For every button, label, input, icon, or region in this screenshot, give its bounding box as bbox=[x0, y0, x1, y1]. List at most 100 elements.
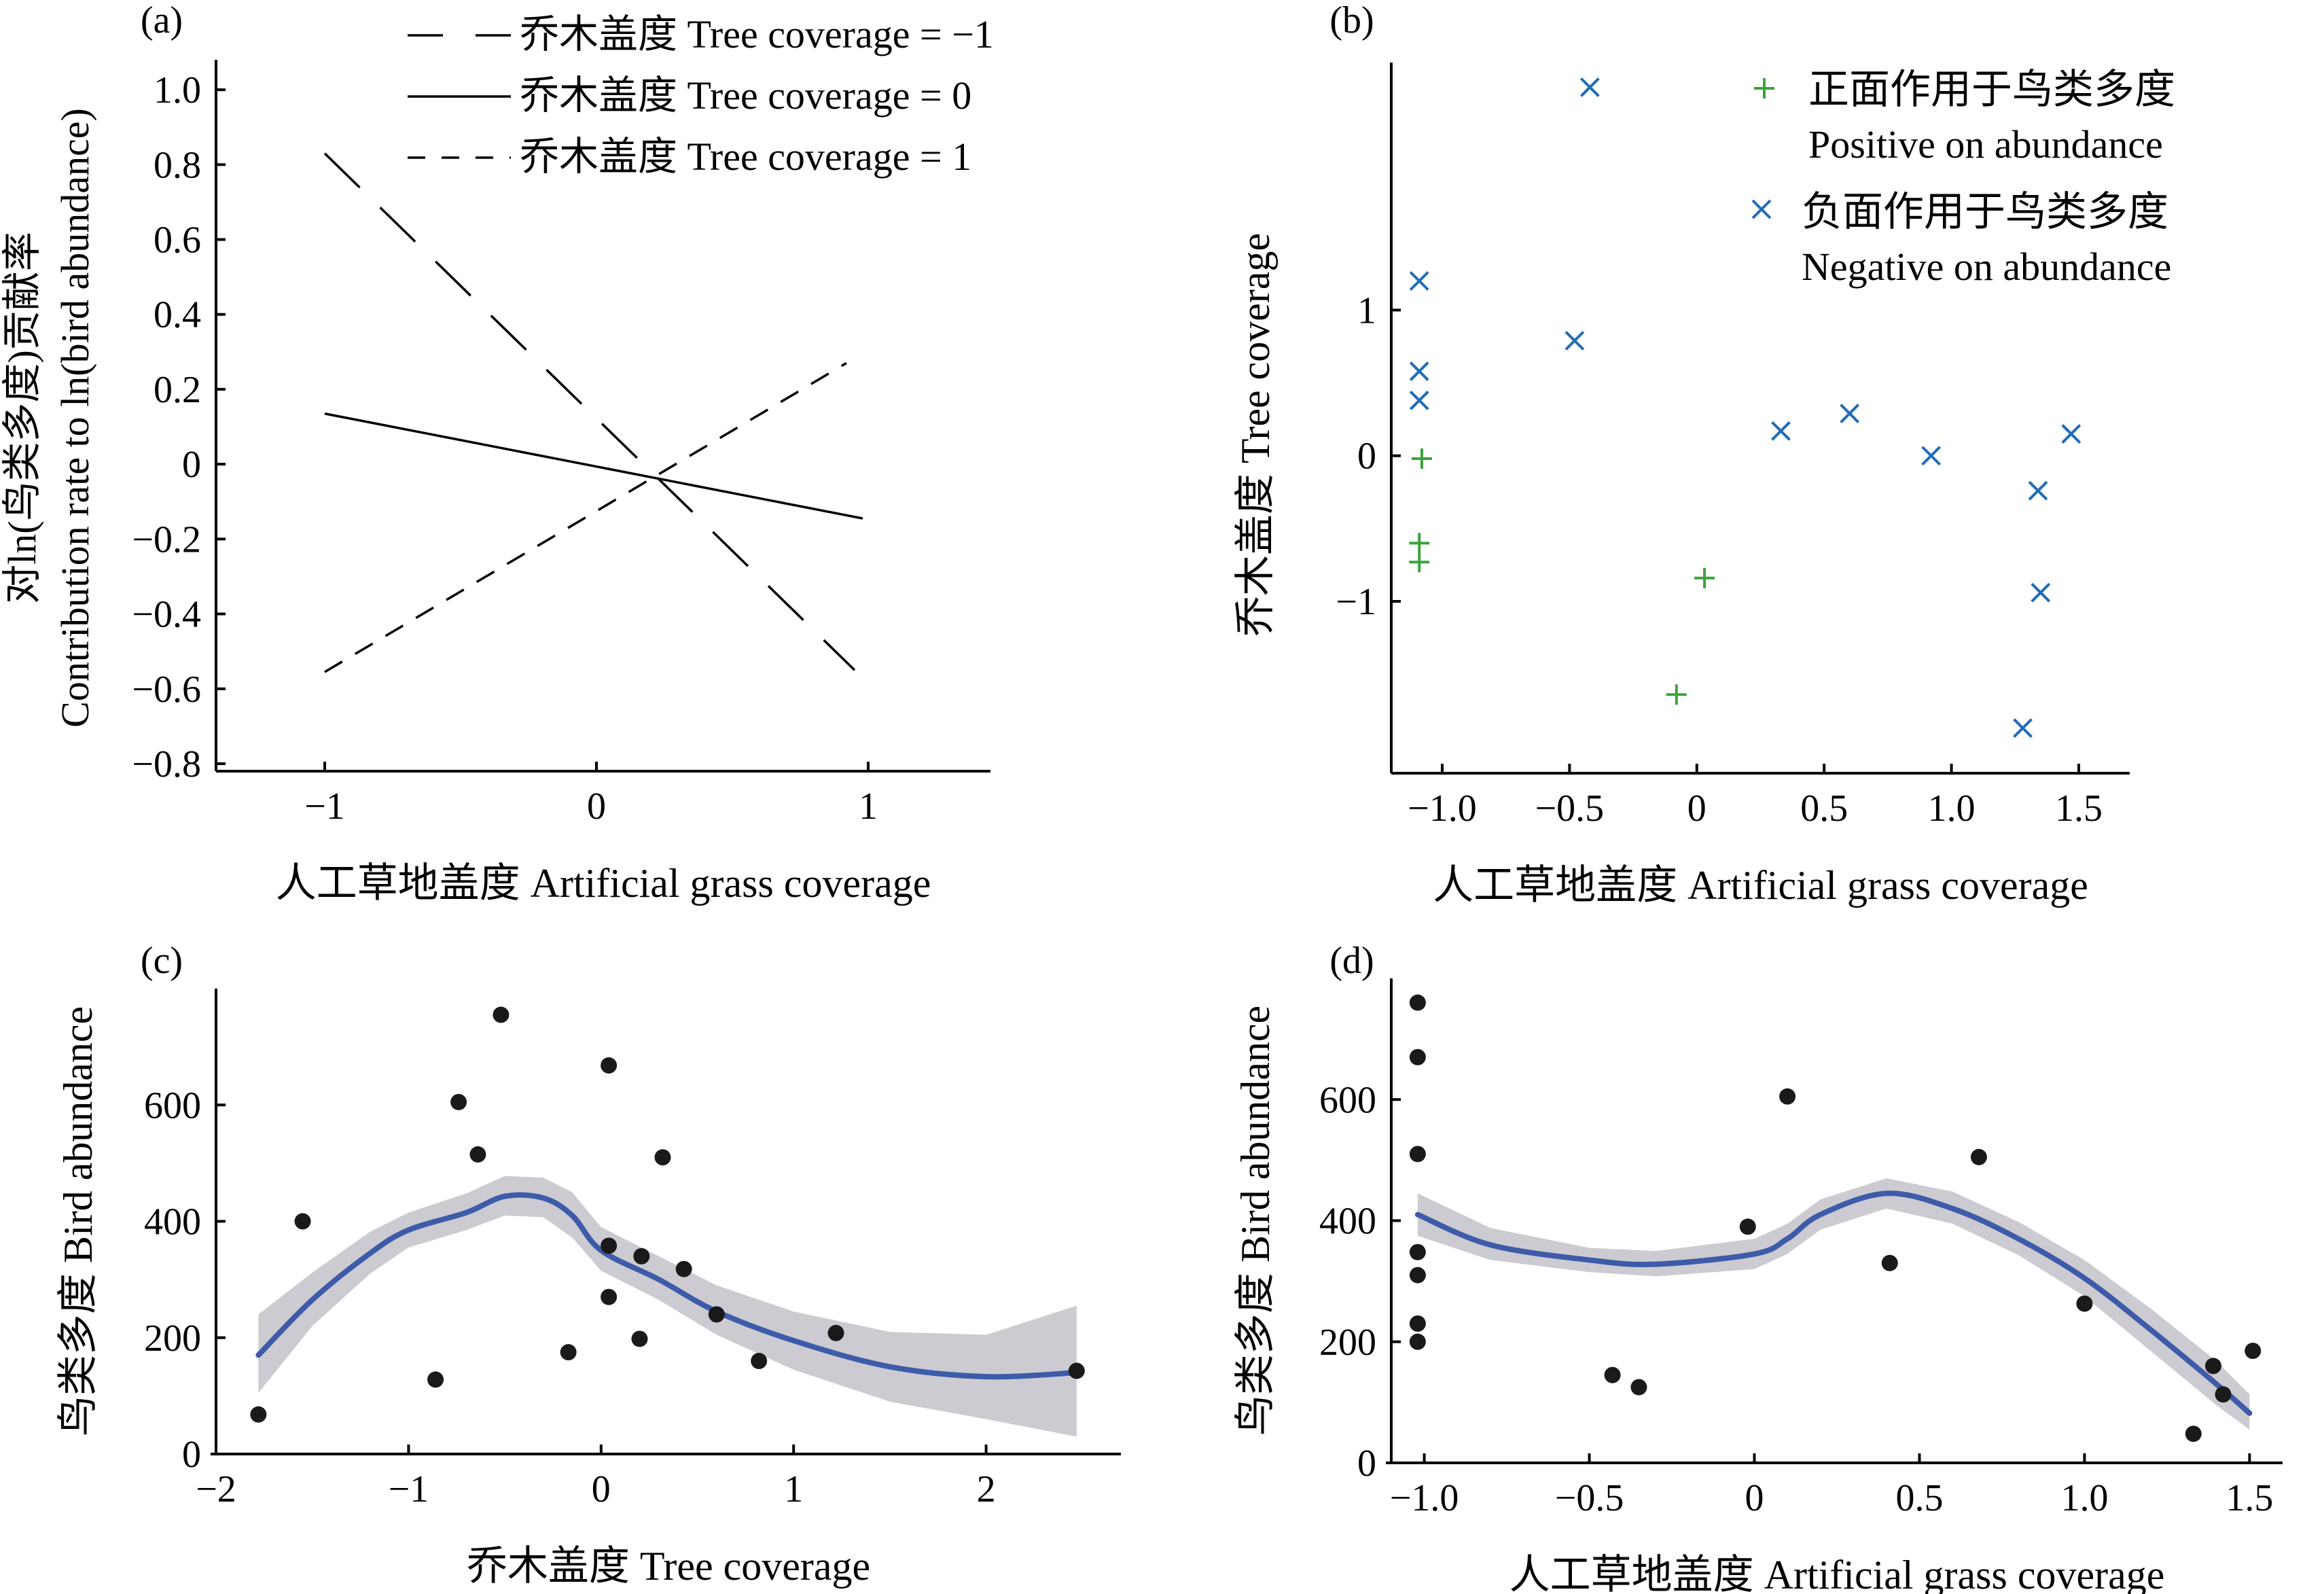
data-point bbox=[560, 1344, 577, 1361]
data-point bbox=[1739, 1218, 1756, 1235]
x-tick-label: 0 bbox=[1745, 1477, 1764, 1519]
smooth-line bbox=[1414, 1190, 2253, 1416]
y-axis-title-en: Contribution rate to ln(bird abundance) bbox=[53, 108, 97, 728]
y-tick-label: 0.4 bbox=[154, 294, 201, 336]
negative-point bbox=[2028, 480, 2048, 501]
negative-point bbox=[1565, 330, 1585, 351]
y-axis-title: 乔木盖度 Tree coverage bbox=[1233, 233, 1278, 637]
negative-point bbox=[2061, 424, 2081, 444]
negative-point bbox=[1409, 390, 1429, 410]
negative-point bbox=[2013, 718, 2033, 738]
data-point bbox=[1604, 1366, 1621, 1383]
data-point bbox=[427, 1371, 444, 1388]
data-point bbox=[450, 1093, 467, 1110]
y-tick-label: 0.2 bbox=[154, 369, 201, 411]
y-tick-label: −0.4 bbox=[132, 594, 201, 636]
legend-label-en: Positive on abundance bbox=[1808, 122, 2163, 166]
x-tick-label: −1 bbox=[389, 1468, 429, 1510]
data-point bbox=[827, 1324, 844, 1341]
legend-label: 乔木盖度 Tree coverage = 0 bbox=[520, 73, 971, 118]
negative-point bbox=[1921, 446, 1942, 466]
y-tick-label: −1 bbox=[1336, 581, 1376, 623]
data-point bbox=[601, 1288, 618, 1305]
data-point bbox=[631, 1330, 648, 1347]
data-point bbox=[1881, 1254, 1898, 1271]
x-tick-label: −2 bbox=[196, 1468, 236, 1510]
x-tick-label: 0.5 bbox=[1800, 787, 1848, 830]
data-point bbox=[1630, 1379, 1647, 1396]
y-tick-label: 600 bbox=[144, 1084, 201, 1127]
x-tick-label: 1.0 bbox=[1928, 787, 1976, 830]
x-tick-label: 1.0 bbox=[2060, 1477, 2108, 1519]
negative-point bbox=[2031, 582, 2051, 603]
y-tick-label: 0.8 bbox=[154, 144, 201, 186]
data-point bbox=[250, 1406, 267, 1423]
y-tick-label: 200 bbox=[144, 1317, 201, 1360]
panel-d: −1.0 −0.5 0 0.5 1.0 1.5 0 200 400 600 (d) 人工草地盖度 Ar… bbox=[1233, 940, 2283, 1594]
data-point bbox=[1409, 1146, 1426, 1163]
panel-label: (b) bbox=[1329, 0, 1374, 41]
panel-label: (a) bbox=[141, 0, 183, 41]
negative-point bbox=[1409, 271, 1429, 291]
y-tick-label: 0 bbox=[182, 444, 201, 486]
confidence-band bbox=[1417, 1178, 2250, 1430]
y-tick-label: 1 bbox=[1357, 289, 1376, 332]
data-point bbox=[1409, 1243, 1426, 1260]
x-tick-label: 0 bbox=[592, 1468, 611, 1510]
x-tick-label: −0.5 bbox=[1535, 787, 1605, 830]
data-point bbox=[633, 1247, 650, 1264]
y-tick-label: 400 bbox=[144, 1201, 201, 1243]
data-point bbox=[1409, 994, 1426, 1011]
y-tick-label: −0.6 bbox=[132, 669, 201, 711]
data-point bbox=[675, 1260, 692, 1277]
x-axis-title: 乔木盖度 Tree coverage bbox=[467, 1544, 870, 1589]
y-axis-title-cn: 对ln(鸟类多度)贡献率 bbox=[0, 232, 44, 604]
y-tick-label: −0.8 bbox=[132, 743, 201, 785]
x-tick-label: −1 bbox=[304, 785, 345, 828]
x-tick-label: 0.5 bbox=[1895, 1477, 1943, 1519]
confidence-band bbox=[258, 1175, 1077, 1437]
data-point bbox=[1409, 1315, 1426, 1332]
x-tick-label: 1.5 bbox=[2225, 1477, 2273, 1519]
data-point bbox=[2076, 1295, 2093, 1312]
x-axis-title: 人工草地盖度 Artificial grass coverage bbox=[1509, 1553, 2165, 1594]
panel-label: (d) bbox=[1329, 940, 1374, 982]
y-tick-label: 0 bbox=[182, 1434, 201, 1476]
panel-b: −1.0 −0.5 0 0.5 1.0 1.5 −1 0 1 (b) 人工草地盖度 Artifici… bbox=[1233, 0, 2175, 908]
negative-point bbox=[1771, 421, 1791, 441]
data-point bbox=[1779, 1088, 1796, 1105]
data-point bbox=[708, 1306, 725, 1323]
x-tick-label: −0.5 bbox=[1555, 1477, 1624, 1519]
smooth-line bbox=[255, 1192, 1079, 1380]
y-tick-label: −0.2 bbox=[132, 518, 201, 561]
data-point bbox=[1970, 1148, 1987, 1165]
data-point bbox=[601, 1237, 618, 1254]
data-point bbox=[2185, 1425, 2202, 1442]
data-point bbox=[1409, 1048, 1426, 1065]
y-tick-label: 0 bbox=[1357, 1442, 1376, 1485]
y-tick-label: 0 bbox=[1357, 436, 1376, 478]
data-point bbox=[601, 1057, 618, 1074]
legend-label-cn: 正面作用于鸟类多度 bbox=[1808, 67, 2175, 112]
data-point bbox=[1409, 1333, 1426, 1350]
legend-label: 乔木盖度 Tree coverage = 1 bbox=[520, 135, 971, 179]
x-tick-label: 0 bbox=[587, 785, 606, 828]
y-tick-label: 200 bbox=[1319, 1322, 1376, 1364]
x-axis-title: 人工草地盖度 Artificial grass coverage bbox=[1433, 863, 2088, 908]
negative-point bbox=[1409, 361, 1429, 381]
panel-label: (c) bbox=[141, 940, 183, 982]
legend-label-en: Negative on abundance bbox=[1802, 245, 2171, 289]
y-tick-label: 0.6 bbox=[154, 219, 201, 262]
series-line-short-dash bbox=[324, 361, 847, 673]
x-tick-label: 2 bbox=[977, 1468, 996, 1510]
x-tick-label: 1 bbox=[859, 785, 878, 828]
y-axis-title: 鸟类多度 Bird abundance bbox=[1233, 1006, 1278, 1436]
x-tick-label: −1.0 bbox=[1390, 1477, 1459, 1519]
data-point bbox=[751, 1353, 768, 1369]
panel-c: −2 −1 0 1 2 0 200 400 600 (c) 乔木盖度 Tree coverage 鸟类… bbox=[56, 940, 1121, 1589]
data-point bbox=[2204, 1358, 2221, 1375]
data-point bbox=[294, 1213, 311, 1230]
y-tick-label: 400 bbox=[1319, 1201, 1376, 1243]
data-point bbox=[2245, 1343, 2262, 1360]
data-point bbox=[1068, 1362, 1085, 1379]
